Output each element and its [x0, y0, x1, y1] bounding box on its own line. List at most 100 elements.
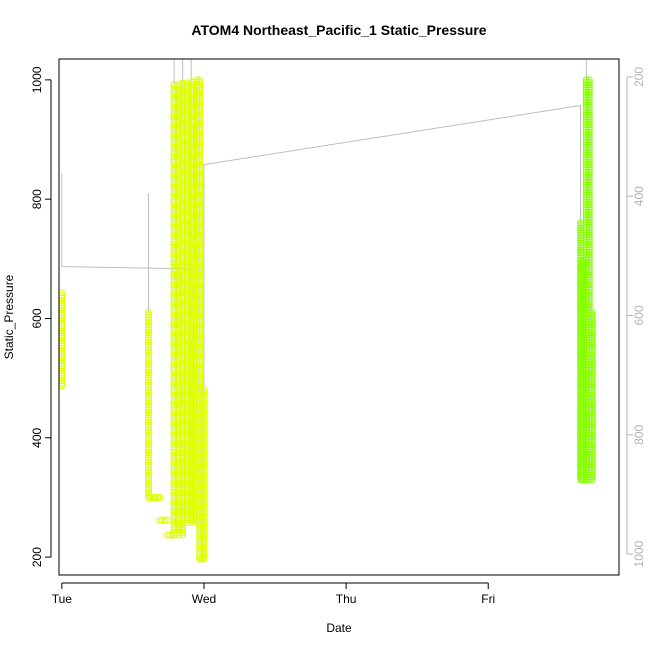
- data-point: [200, 518, 208, 526]
- data-point: [174, 253, 182, 261]
- data-point: [145, 481, 152, 489]
- data-point: [183, 121, 191, 129]
- data-point: [585, 281, 593, 289]
- data-point: [585, 106, 593, 114]
- data-point: [588, 343, 596, 351]
- data-point: [200, 490, 208, 498]
- data-point: [196, 108, 204, 116]
- data-point: [145, 324, 152, 331]
- data-point: [145, 344, 152, 351]
- data-point: [196, 83, 204, 91]
- data-point: [196, 308, 204, 316]
- data-point: [196, 216, 204, 224]
- data-point: [200, 513, 208, 521]
- data-point: [183, 144, 191, 152]
- data-point: [585, 273, 593, 281]
- data-point: [200, 416, 208, 424]
- data-point: [145, 391, 152, 399]
- data-point: [585, 171, 593, 179]
- data-point: [585, 233, 593, 241]
- data-point: [145, 484, 152, 491]
- data-point: [174, 210, 182, 218]
- data-point: [174, 188, 182, 196]
- data-point: [145, 359, 152, 366]
- data-point: [196, 293, 204, 301]
- data-point: [200, 394, 208, 401]
- data-point: [145, 414, 152, 421]
- data-point: [145, 381, 152, 389]
- data-point: [145, 366, 152, 374]
- data-point: [196, 146, 204, 154]
- data-point: [196, 273, 204, 281]
- plot-frame: [58, 58, 620, 576]
- data-point: [145, 419, 152, 426]
- data-point: [183, 126, 191, 134]
- data-point: [196, 191, 204, 199]
- data-point: [174, 193, 182, 201]
- data-point: [588, 476, 596, 484]
- data-point: [588, 373, 596, 381]
- data-point: [183, 79, 191, 87]
- data-point: [196, 158, 204, 166]
- data-point: [196, 281, 204, 288]
- data-point: [183, 219, 191, 227]
- data-point: [196, 113, 204, 121]
- data-point: [585, 166, 593, 174]
- data-point: [200, 411, 208, 419]
- data-point: [588, 363, 596, 371]
- data-point: [145, 411, 152, 419]
- data-point: [585, 81, 593, 89]
- data-point: [196, 138, 204, 146]
- data-point: [588, 471, 596, 479]
- data-point: [145, 406, 152, 414]
- data-point: [585, 181, 593, 189]
- data-point: [196, 358, 204, 366]
- data-point: [174, 115, 182, 123]
- data-point: [174, 83, 182, 91]
- data-point: [196, 213, 204, 221]
- data-point: [196, 380, 204, 388]
- data-point: [196, 161, 204, 169]
- data-point: [196, 360, 204, 368]
- data-point: [183, 229, 191, 237]
- data-point: [196, 271, 204, 278]
- data-point: [183, 189, 191, 197]
- data-point: [145, 436, 152, 444]
- data-point: [585, 248, 593, 256]
- data-point: [174, 223, 182, 231]
- data-point: [145, 389, 152, 396]
- data-point: [145, 464, 152, 471]
- data-point: [145, 351, 152, 359]
- data-point: [145, 426, 152, 434]
- data-point: [585, 221, 593, 229]
- track-line: [61, 104, 582, 560]
- data-point: [183, 139, 191, 147]
- data-point: [588, 366, 596, 374]
- data-point: [200, 533, 208, 541]
- data-point: [200, 555, 208, 563]
- data-point: [145, 434, 152, 441]
- data-point: [145, 361, 152, 369]
- data-point: [588, 381, 596, 389]
- data-point: [588, 319, 596, 326]
- data-point: [183, 111, 191, 119]
- data-point: [585, 163, 593, 171]
- data-point: [145, 339, 152, 346]
- data-point: [145, 446, 152, 454]
- data-point: [585, 203, 593, 211]
- data-point: [156, 494, 164, 501]
- data-point: [585, 178, 593, 186]
- data-point: [585, 296, 593, 304]
- data-point: [174, 133, 182, 141]
- data-point: [183, 99, 191, 107]
- data-point: [588, 416, 596, 424]
- data-point: [145, 341, 152, 349]
- data-point: [196, 340, 204, 348]
- data-point: [183, 96, 191, 104]
- data-point: [585, 128, 593, 136]
- data-point: [196, 395, 204, 403]
- data-point: [588, 376, 596, 384]
- data-point: [174, 103, 182, 111]
- data-point: [585, 143, 593, 151]
- data-point: [200, 386, 208, 394]
